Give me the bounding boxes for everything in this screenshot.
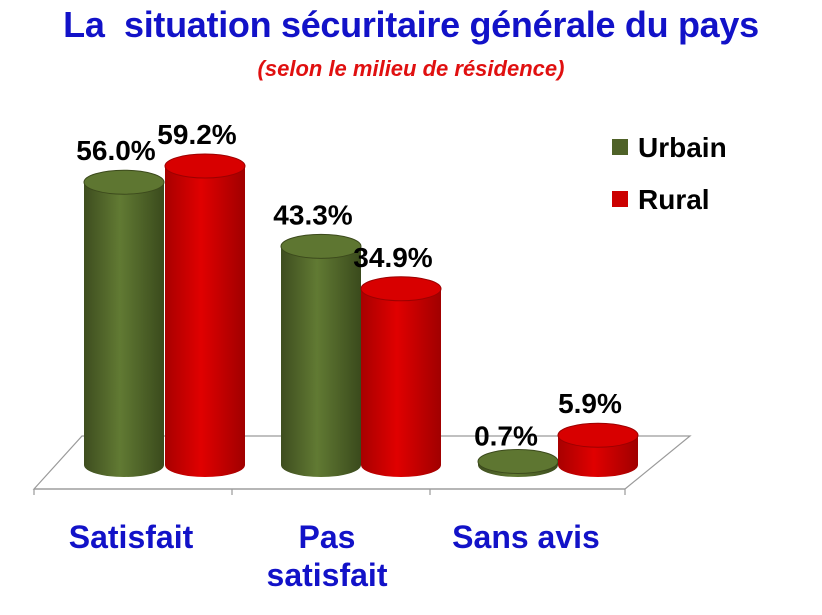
bar-cap [83,169,165,195]
bar-rural-satisfait [164,153,246,478]
bar-body [361,288,441,477]
bar-body [84,182,164,477]
legend-label-rural: Rural [638,184,710,215]
bar-cap [164,153,246,179]
bar-urbain-pas-satisfait [280,233,362,477]
legend-swatch-urbain [612,139,628,155]
bar-rural-sans-avis [557,422,639,477]
bar-body [281,246,361,477]
bar-body [165,166,245,478]
category-label-pas-satisfait: Pas satisfait [266,519,388,593]
bar-urbain-satisfait [83,169,165,477]
bar-cap [360,276,442,302]
value-label-rural-satisfait: 59.2% [157,119,236,150]
bar-urbain-sans-avis [477,448,559,477]
value-label-urbain-sans-avis: 0.7% [474,420,538,451]
chart-bars [83,153,639,478]
chart-subtitle: (selon le milieu de résidence) [257,56,565,81]
legend-item-urbain: Urbain [612,132,772,166]
bar-cap [280,233,362,259]
bar-cap [477,448,559,474]
legend-swatch-rural [612,191,628,207]
value-label-rural-pas-satisfait: 34.9% [353,242,432,273]
category-label-satisfait: Satisfait [68,519,194,555]
bar-rural-pas-satisfait [360,276,442,477]
value-label-urbain-pas-satisfait: 43.3% [273,199,352,230]
chart-title: La situation sécuritaire générale du pay… [63,4,759,45]
value-label-rural-sans-avis: 5.9% [558,388,622,419]
value-label-urbain-satisfait: 56.0% [76,135,155,166]
legend-label-urbain: Urbain [638,132,727,163]
legend-item-rural: Rural [612,184,772,218]
category-label-sans-avis: Sans avis [452,519,600,555]
chart-value-labels: 56.0%59.2% 43.3%34.9% 0.7% 5.9% [76,119,622,451]
bar-cap [557,422,639,448]
